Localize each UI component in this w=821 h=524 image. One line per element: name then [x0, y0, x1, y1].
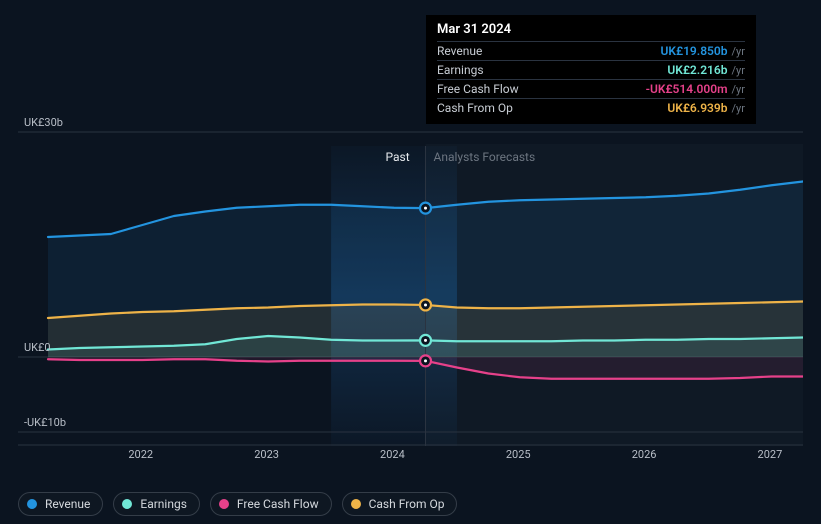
legend-swatch-icon: [351, 499, 361, 509]
tooltip-row-value: -UK£514.000m: [646, 82, 728, 96]
legend-item-label: Free Cash Flow: [237, 497, 319, 511]
tooltip: Mar 31 2024 RevenueUK£19.850b/yrEarnings…: [426, 15, 756, 124]
x-tick-label: 2026: [632, 448, 657, 461]
legend: Revenue Earnings Free Cash Flow Cash From O…: [18, 492, 457, 516]
legend-swatch-icon: [27, 499, 37, 509]
tooltip-row-unit: /yr: [732, 64, 745, 77]
y-tick-label: UK£30b: [24, 116, 63, 129]
legend-item-label: Earnings: [140, 497, 187, 511]
tooltip-date: Mar 31 2024: [437, 22, 745, 41]
legend-swatch-icon: [122, 499, 132, 509]
y-tick-label: -UK£10b: [24, 416, 66, 429]
x-tick-label: 2023: [254, 448, 279, 461]
legend-item-earnings[interactable]: Earnings: [113, 492, 200, 516]
tooltip-row-label: Free Cash Flow: [437, 82, 519, 96]
tooltip-row-unit: /yr: [732, 83, 745, 96]
legend-item-label: Revenue: [45, 497, 90, 511]
tooltip-row: Cash From Op UK£6.939b/yr: [437, 98, 745, 117]
legend-swatch-icon: [219, 499, 229, 509]
section-label-forecast: Analysts Forecasts: [434, 150, 536, 164]
section-label-past: Past: [386, 150, 410, 164]
tooltip-row-label: Earnings: [437, 63, 484, 77]
tooltip-row-unit: /yr: [732, 45, 745, 58]
tooltip-row-value: UK£6.939b: [667, 101, 727, 115]
legend-item-cash_from_op[interactable]: Cash From Op: [342, 492, 458, 516]
tooltip-row-value: UK£19.850b: [660, 44, 727, 58]
x-tick-label: 2024: [380, 448, 405, 461]
legend-item-fcf[interactable]: Free Cash Flow: [210, 492, 332, 516]
legend-item-revenue[interactable]: Revenue: [18, 492, 103, 516]
tooltip-row: Earnings UK£2.216b/yr: [437, 60, 745, 79]
x-tick-label: 2022: [128, 448, 153, 461]
tooltip-row-label: Cash From Op: [437, 101, 513, 115]
y-tick-label: UK£0: [24, 341, 51, 354]
tooltip-row: Free Cash Flow -UK£514.000m/yr: [437, 79, 745, 98]
x-tick-label: 2027: [758, 448, 783, 461]
tooltip-row-label: Revenue: [437, 44, 482, 58]
x-tick-label: 2025: [506, 448, 531, 461]
legend-item-label: Cash From Op: [369, 497, 445, 511]
tooltip-row-value: UK£2.216b: [667, 63, 727, 77]
tooltip-row: Revenue UK£19.850b/yr: [437, 41, 745, 60]
tooltip-row-unit: /yr: [732, 102, 745, 115]
